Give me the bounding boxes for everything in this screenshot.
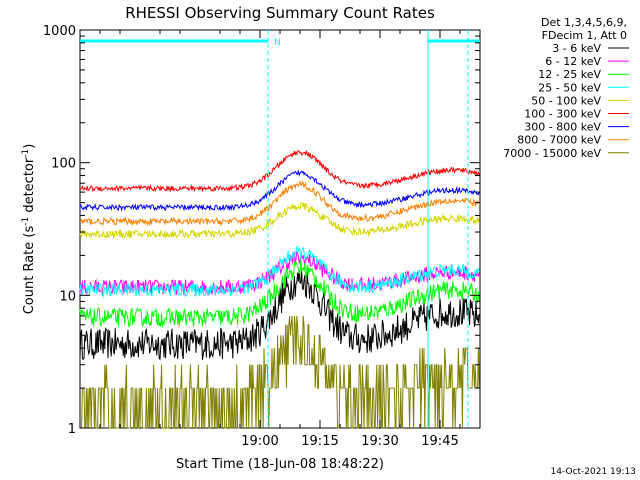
series-line-0 [79,269,480,361]
x-tick-label-2: 19:30 [361,434,398,449]
legend-entry-3: 25 - 50 keV [538,81,601,94]
x-axis-label: Start Time (18-Jun-08 18:48:22) [176,457,384,472]
y-axis-label-sup1: -1 [21,217,31,226]
y-tick-label-3: 1000 [43,24,76,39]
series-layer [79,150,480,429]
series-line-7 [79,180,480,227]
legend-entry-8: 7000 - 15000 keV [503,147,601,160]
legend-entry-7: 800 - 7000 keV [517,134,601,147]
y-tick-label-0: 1 [68,422,76,437]
y-axis-label-main: Count Rate (s [22,226,37,315]
legend-header-1: FDecim 1, Att 0 [542,29,627,42]
series-line-4 [79,202,480,240]
legend-entry-1: 6 - 12 keV [545,55,601,68]
series-line-6 [79,170,480,212]
y-axis-label: Count Rate (s-1 detector-1) [21,144,37,315]
x-tick-label-1: 19:15 [301,434,338,449]
legend: Det 1,3,4,5,6,9,FDecim 1, Att 03 - 6 keV… [503,16,629,160]
y-axis-label-end: ) [22,144,37,149]
series-line-5 [79,150,480,193]
series-line-3 [79,244,480,298]
series-line-2 [79,259,480,328]
legend-entry-5: 100 - 300 keV [524,108,601,121]
legend-header-0: Det 1,3,4,5,6,9, [541,16,627,29]
annotation-layer: N [80,30,480,428]
y-axis-label-sup2: -1 [21,149,31,158]
legend-entry-0: 3 - 6 keV [552,42,601,55]
footer-date: 14-Oct-2021 19:13 [551,467,636,477]
series-line-8 [80,315,480,429]
x-tick-label-3: 19:45 [421,434,458,449]
y-axis-label-mid: detector [22,157,37,217]
flag-label: N [274,38,281,48]
y-tick-label-2: 100 [51,157,76,172]
y-axis: 1 10 100 1000 [43,24,480,437]
x-axis: 19:00 19:15 19:30 19:45 [99,30,481,449]
y-tick-label-1: 10 [59,289,76,304]
legend-entry-2: 12 - 25 keV [538,68,601,81]
x-tick-label-0: 19:00 [241,434,278,449]
chart-title: RHESSI Observing Summary Count Rates [125,4,435,22]
legend-entry-6: 300 - 800 keV [524,121,601,134]
legend-entry-4: 50 - 100 keV [531,94,601,107]
